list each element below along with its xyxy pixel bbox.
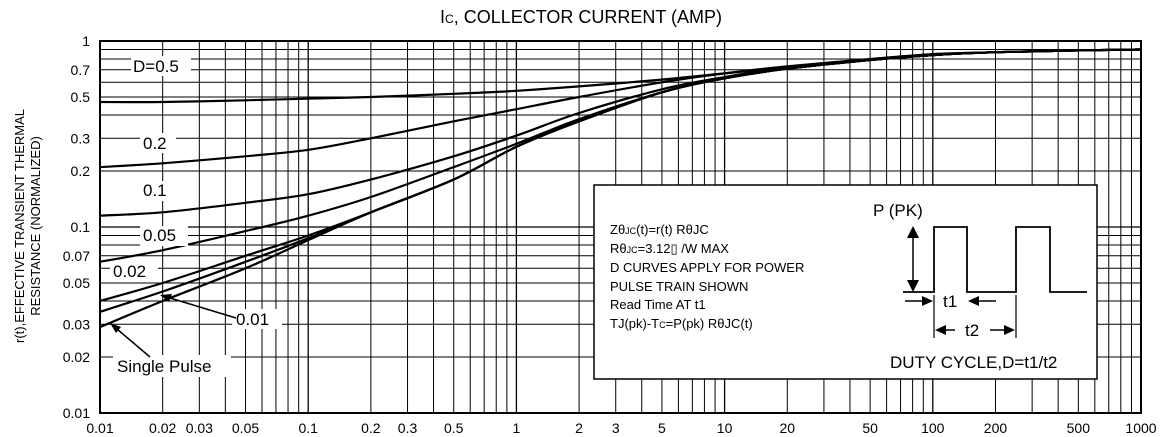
x-tick-label: 0.01 <box>86 420 113 436</box>
curve-label-bg-d05 <box>131 56 191 76</box>
duty-cycle-label: DUTY CYCLE,D=t1/t2 <box>890 353 1057 372</box>
info-zthjc-sub: JC <box>625 226 637 236</box>
chart-title: IC, COLLECTOR CURRENT (AMP) <box>440 7 722 27</box>
x-tick-label: 5 <box>658 420 666 436</box>
x-tick-label: 0.2 <box>361 420 381 436</box>
curve-label-bg-01 <box>140 181 176 201</box>
x-tick-label: 0.05 <box>232 420 259 436</box>
info-box-frame <box>593 184 1098 380</box>
info-line-d-curves: D CURVES APPLY FOR POWER <box>610 260 804 275</box>
curve-label-002: 0.02 <box>113 262 146 281</box>
curve-label-001: 0.01 <box>236 310 269 329</box>
curve-labels: D=0.5 0.2 0.1 0.05 0.02 0.01 Single Puls… <box>110 56 282 377</box>
plot-frame <box>99 40 1142 414</box>
info-line-rthjc: RθJC=3.12▯ /W MAX <box>610 241 729 256</box>
x-tick-label: 0.1 <box>298 420 318 436</box>
y-tick-label: 0.3 <box>71 130 91 146</box>
y-tick-label: 0.02 <box>63 349 90 365</box>
x-tick-label: 2 <box>575 420 583 436</box>
curve-label-bg-02 <box>140 133 176 153</box>
curve-label-bg-001 <box>232 309 282 329</box>
y-tick-label: 1 <box>82 33 90 49</box>
y-tick-label: 0.03 <box>63 316 90 332</box>
ppk-label: P (PK) <box>873 201 923 220</box>
curve-label-01: 0.1 <box>143 181 167 200</box>
y-tick-label: 0.5 <box>71 89 91 105</box>
y-tick-label: 0.2 <box>71 163 91 179</box>
x-tick-label: 1 <box>513 420 521 436</box>
info-line-zthjc: ZθJC(t)=r(t) RθJC <box>610 222 709 237</box>
info-line-tj: TJ(pk)-TC=P(pk) RθJC(t) <box>610 316 753 331</box>
y-tick-label: 0.05 <box>63 275 90 291</box>
tick-layer: 0.01 0.02 0.03 0.05 0.1 0.2 0.3 0.5 1 2 3 5 10 20 50 10… <box>63 33 1157 436</box>
x-tick-label: 10 <box>717 420 733 436</box>
t2-arrow-right <box>1004 325 1015 335</box>
info-tj-rest: =P(pk) RθJC(t) <box>666 316 753 331</box>
x-tick-label: 20 <box>779 420 795 436</box>
curve-label-02: 0.2 <box>143 134 167 153</box>
curve-label-d05: D=0.5 <box>133 57 179 76</box>
info-rthjc-sub: JC <box>627 245 639 255</box>
y-tick-label: 0.01 <box>63 405 90 421</box>
ppk-arrow-up <box>907 226 919 238</box>
info-rthjc-a: Rθ <box>610 241 627 256</box>
title-sub: C <box>445 12 454 26</box>
curve-label-bg-002 <box>110 262 158 282</box>
info-line-pulse-train: PULSE TRAIN SHOWN <box>610 279 748 294</box>
info-box: ZθJC(t)=r(t) RθJC RθJC=3.12▯ /W MAX D CU… <box>593 184 1098 380</box>
x-tick-label: 50 <box>862 420 878 436</box>
x-tick-label: 1000 <box>1125 420 1156 436</box>
x-tick-label: 0.02 <box>149 420 176 436</box>
x-tick-label: 0.5 <box>444 420 464 436</box>
leader-single <box>116 328 151 358</box>
x-tick-label: 3 <box>612 420 620 436</box>
t1-label: t1 <box>943 292 957 311</box>
curve-series-6 <box>99 48 1142 329</box>
info-rthjc-rest: =3.12▯ /W MAX <box>638 241 730 256</box>
curve-series-0 <box>99 48 1142 104</box>
curve-label-bg-single <box>113 355 231 377</box>
ppk-arrow-down <box>907 280 919 292</box>
y-axis-label-line1: r(t),EFFECTIVE TRANSIENT THERMAL <box>12 109 27 343</box>
title-main: I <box>440 7 445 27</box>
pulse-waveform <box>903 226 1087 293</box>
x-tick-label: 500 <box>1067 420 1091 436</box>
info-tj-a: TJ(pk)-T <box>610 316 659 331</box>
info-tj-sub: C <box>659 320 666 330</box>
curve-layer <box>99 48 1142 329</box>
y-tick-label: 0.1 <box>71 219 91 235</box>
info-zthjc-a: Zθ <box>610 222 625 237</box>
x-tick-label: 100 <box>921 420 945 436</box>
title-rest: , COLLECTOR CURRENT (AMP) <box>454 7 722 27</box>
t1-arrow-right <box>968 296 979 306</box>
info-line-read-time: Read Time AT t1 <box>610 297 706 312</box>
curve-label-005: 0.05 <box>143 226 176 245</box>
x-tick-label: 200 <box>984 420 1008 436</box>
y-tick-label: 0.07 <box>63 248 90 264</box>
curve-series-1 <box>99 48 1142 169</box>
y-tick-label: 0.7 <box>71 62 91 78</box>
x-tick-label: 0.03 <box>186 420 213 436</box>
x-tick-label: 0.3 <box>398 420 418 436</box>
t2-label: t2 <box>965 321 979 340</box>
curve-label-single-pulse: Single Pulse <box>117 357 212 376</box>
y-axis-label-line2: RESISTANCE (NORMALIZED) <box>28 136 43 316</box>
leader-001 <box>169 297 237 319</box>
info-zthjc-rest: (t)=r(t) RθJC <box>636 222 709 237</box>
leader-single-arrow <box>110 323 121 333</box>
t2-arrow-left <box>935 325 946 335</box>
leader-001-arrow <box>160 294 172 302</box>
t1-arrow-left <box>922 296 933 306</box>
curve-label-bg-005 <box>140 226 188 246</box>
